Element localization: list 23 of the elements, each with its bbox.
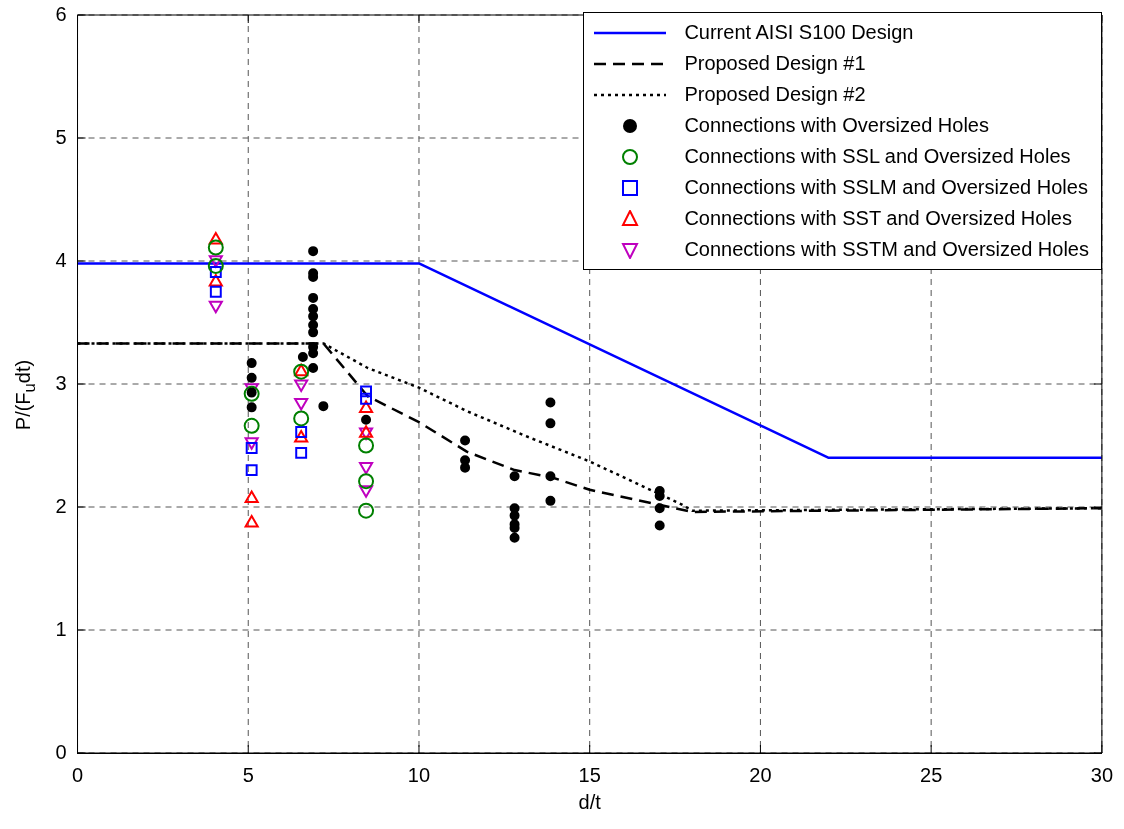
x-tick-label: 20 [749,763,772,786]
x-tick-label: 5 [242,763,254,786]
y-tick-label: 1 [55,617,67,640]
x-tick-label: 0 [71,763,84,786]
legend-label: Connections with SST and Oversized Holes [684,206,1072,231]
x-tick-label: 10 [407,763,431,786]
x-tick-label: 25 [920,763,943,786]
legend-label: Connections with SSTM and Oversized Holes [684,237,1089,262]
x-axis-title: d/t [578,790,602,813]
y-tick-label: 0 [55,740,67,763]
legend-label: Connections with SSL and Oversized Holes [684,144,1071,169]
y-tick-label: 3 [55,371,67,394]
legend-label: Connections with Oversized Holes [684,113,989,138]
y-tick-label: 5 [55,125,67,148]
x-tick-label: 15 [578,763,601,786]
y-tick-label: 6 [55,2,67,25]
legend-label: Connections with SSLM and Oversized Holes [684,175,1088,200]
x-tick-label: 30 [1090,763,1113,786]
legend-label: Proposed Design #1 [684,51,866,76]
legend-label: Current AISI S100 Design [684,20,914,45]
legend-label: Proposed Design #2 [684,82,866,107]
y-tick-label: 4 [55,248,67,271]
y-tick-label: 2 [55,494,67,517]
